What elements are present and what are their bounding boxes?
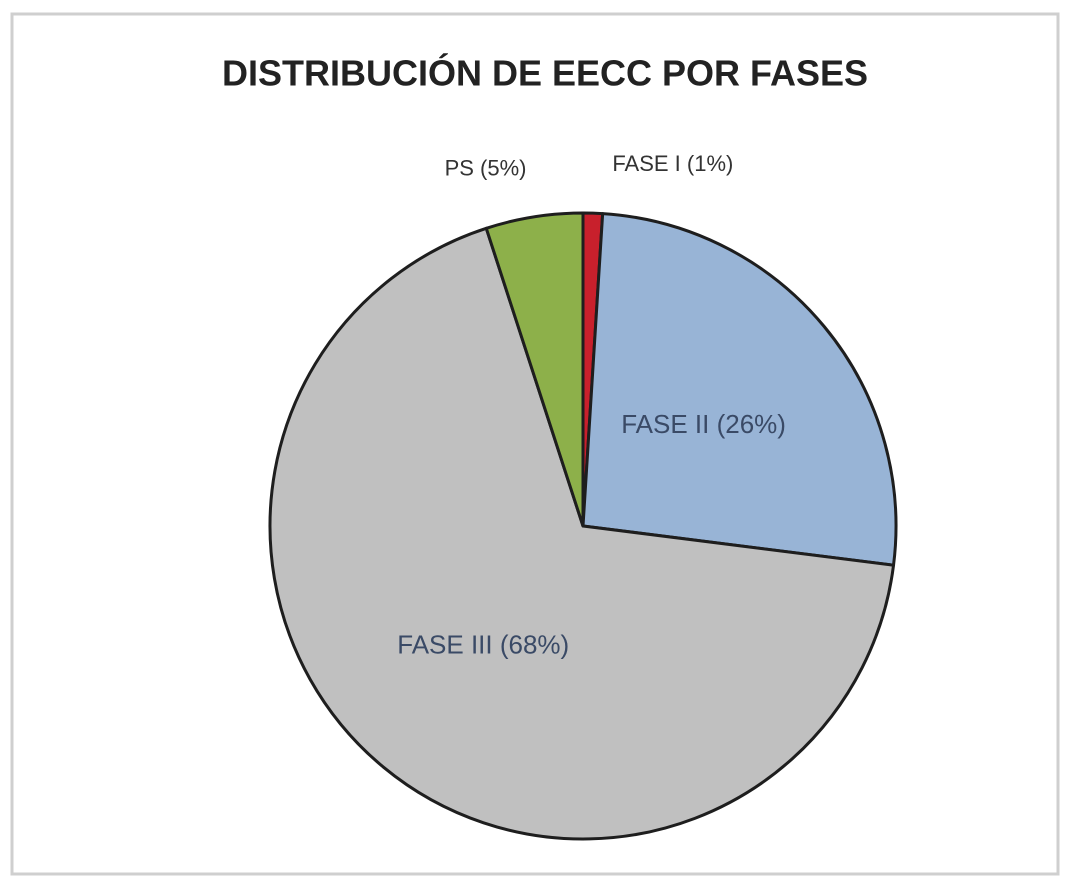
pie-slice bbox=[268, 226, 896, 841]
pie-slice bbox=[484, 211, 585, 528]
data-label: FASE III (68%) bbox=[397, 629, 569, 659]
data-label: PS (5%) bbox=[445, 155, 527, 180]
chart-title: DISTRIBUCIÓN DE EECC POR FASES bbox=[222, 52, 868, 94]
data-label: FASE II (26%) bbox=[621, 409, 786, 439]
pie-slice bbox=[581, 212, 898, 567]
data-label: FASE I (1%) bbox=[612, 151, 733, 176]
